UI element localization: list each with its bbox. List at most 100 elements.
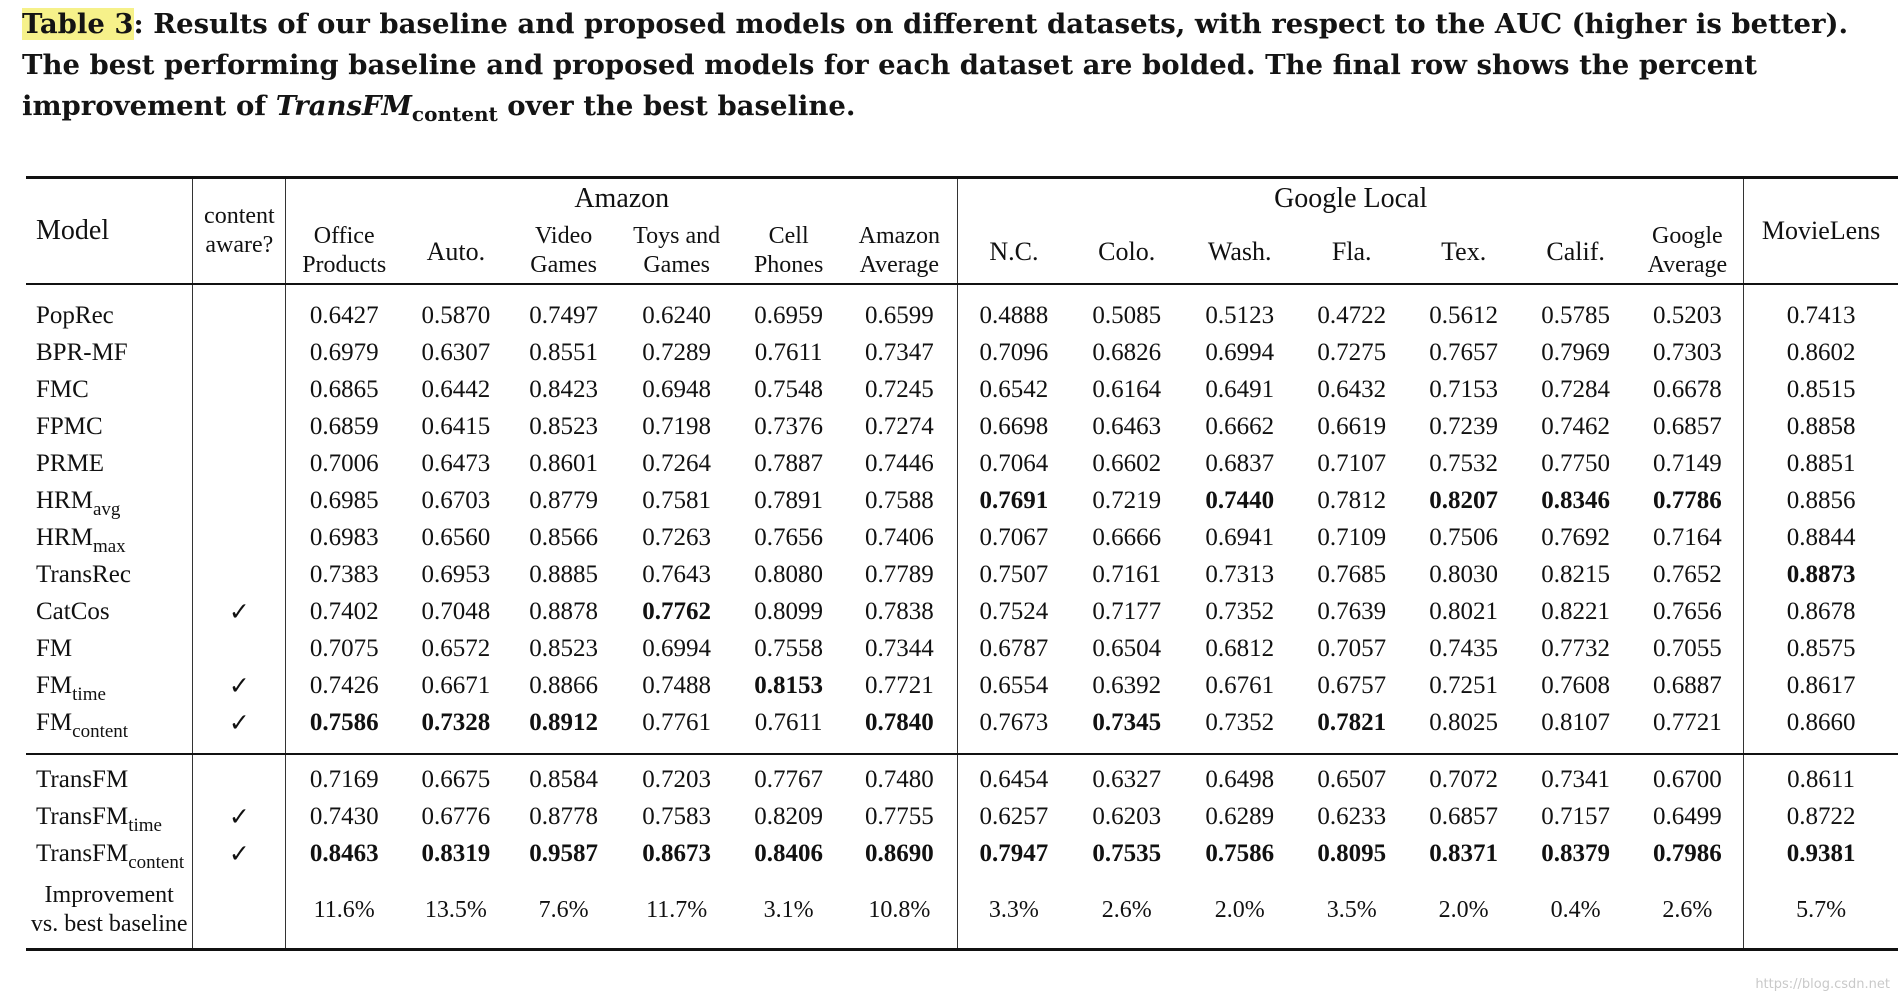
spacer-row xyxy=(26,741,1898,754)
content-aware-cell xyxy=(192,519,286,556)
auc-value: 0.6427 xyxy=(309,301,379,329)
auc-value: 0.7344 xyxy=(864,634,934,662)
improvement-value: 3.3% xyxy=(988,896,1039,923)
model-name-cell: TransFMtime xyxy=(26,798,193,836)
value-cell: 0.7406 xyxy=(841,519,957,556)
col-header-4: Cell Phones xyxy=(736,219,842,284)
value-cell: 0.8095 xyxy=(1296,835,1408,872)
value-cell: 0.7177 xyxy=(1070,593,1184,630)
model-name-sub: time xyxy=(128,814,162,836)
value-cell: 0.7643 xyxy=(618,556,736,593)
auc-value: 0.7313 xyxy=(1205,560,1275,588)
auc-value: 0.7177 xyxy=(1092,597,1162,625)
value-cell: 0.7284 xyxy=(1520,371,1632,408)
auc-value: 0.7048 xyxy=(421,597,491,625)
value-cell: 0.9587 xyxy=(510,835,618,872)
value-cell: 0.6491 xyxy=(1184,371,1296,408)
model-name-sub: content xyxy=(128,851,185,873)
value-cell: 0.7535 xyxy=(1070,835,1184,872)
auc-value: 0.7157 xyxy=(1541,802,1610,830)
auc-value: 0.6994 xyxy=(642,634,712,662)
content-aware-line2: aware? xyxy=(205,232,274,258)
value-cell: 0.8523 xyxy=(510,630,618,667)
table-row: PRME 0.7006 0.6473 0.8601 0.7264 0.7887 0.7446… xyxy=(26,445,1898,482)
value-cell: 0.8379 xyxy=(1520,835,1632,872)
model-name: FPMC xyxy=(36,412,103,440)
value-cell: 0.7732 xyxy=(1520,630,1632,667)
value-cell: 0.6504 xyxy=(1070,630,1184,667)
value-cell: 0.7947 xyxy=(957,835,1070,872)
auc-value: 0.8523 xyxy=(529,634,598,662)
value-cell: 0.8575 xyxy=(1743,630,1898,667)
value-cell: 0.6757 xyxy=(1296,667,1408,704)
value-cell: 0.8602 xyxy=(1743,334,1898,371)
group-amazon: Amazon xyxy=(285,176,958,219)
auc-value: 0.5203 xyxy=(1653,301,1722,329)
value-cell: 0.6666 xyxy=(1070,519,1184,556)
value-cell: 0.9381 xyxy=(1743,835,1898,872)
value-cell: 0.7072 xyxy=(1408,761,1520,798)
value-cell: 0.7430 xyxy=(285,798,403,835)
value-cell: 0.7239 xyxy=(1408,408,1520,445)
col-header-line: Fla. xyxy=(1331,236,1372,266)
col-header-2: Video Games xyxy=(510,219,618,284)
results-table: Model content aware? Amazon Google Local … xyxy=(26,176,1898,951)
auc-value: 0.6240 xyxy=(642,301,712,329)
auc-value: 0.7107 xyxy=(1317,449,1387,477)
value-cell: 0.7055 xyxy=(1632,630,1744,667)
auc-value: 0.7721 xyxy=(1653,708,1722,736)
value-cell: 0.6787 xyxy=(957,630,1070,667)
value-cell: 0.7274 xyxy=(841,408,957,445)
auc-value: 0.6442 xyxy=(421,375,491,403)
auc-value: 0.7480 xyxy=(864,765,934,793)
auc-value: 0.7149 xyxy=(1653,449,1722,477)
content-aware-cell xyxy=(192,556,286,593)
value-cell: 0.7691 xyxy=(957,482,1070,519)
value-cell: 0.7657 xyxy=(1408,334,1520,371)
table-row: CatCos ✓ 0.7402 0.7048 0.8878 0.7762 0.8099 0.7… xyxy=(26,593,1898,630)
auc-value: 0.7812 xyxy=(1317,486,1387,514)
improvement-cell: 10.8% xyxy=(841,872,958,951)
watermark: https://blog.csdn.net xyxy=(1755,977,1890,992)
value-cell: 0.8601 xyxy=(510,445,618,482)
auc-value: 0.6979 xyxy=(309,338,379,366)
value-cell: 0.6887 xyxy=(1632,667,1744,704)
auc-value: 0.7652 xyxy=(1653,560,1722,588)
value-cell: 0.8584 xyxy=(510,761,618,798)
auc-value: 0.6203 xyxy=(1092,802,1162,830)
value-cell: 0.5870 xyxy=(402,297,510,334)
value-cell: 0.7203 xyxy=(618,761,736,798)
auc-value: 0.7762 xyxy=(642,597,712,625)
auc-value: 0.9587 xyxy=(529,839,598,867)
value-cell: 0.7275 xyxy=(1296,334,1408,371)
auc-value: 0.8858 xyxy=(1786,412,1856,440)
model-name: FM xyxy=(36,634,73,662)
results-body: PopRec 0.6427 0.5870 0.7497 0.6240 0.6959 0.65… xyxy=(26,283,1898,951)
col-header-line: Average xyxy=(1647,252,1728,278)
col-header-7: Colo. xyxy=(1070,219,1184,284)
model-name: HRM xyxy=(36,523,93,551)
auc-value: 0.7506 xyxy=(1429,523,1499,551)
model-name: TransRec xyxy=(36,560,131,588)
auc-value: 0.7656 xyxy=(1653,597,1722,625)
auc-value: 0.8566 xyxy=(529,523,598,551)
auc-value: 0.7402 xyxy=(309,597,379,625)
value-cell: 0.7048 xyxy=(402,593,510,630)
auc-value: 0.6671 xyxy=(421,671,491,699)
model-name-sub: avg xyxy=(92,498,121,520)
model-name-cell: BPR-MF xyxy=(26,334,193,371)
auc-value: 0.7786 xyxy=(1653,486,1722,514)
value-cell: 0.7891 xyxy=(736,482,842,519)
auc-value: 0.8346 xyxy=(1541,486,1610,514)
value-cell: 0.6554 xyxy=(957,667,1070,704)
value-cell: 0.8021 xyxy=(1408,593,1520,630)
auc-value: 0.7096 xyxy=(979,338,1049,366)
col-header-line: Average xyxy=(859,252,940,278)
value-cell: 0.7583 xyxy=(618,798,736,835)
auc-value: 0.6392 xyxy=(1092,671,1162,699)
value-cell: 0.6499 xyxy=(1632,798,1744,835)
value-cell: 0.6432 xyxy=(1296,371,1408,408)
value-cell: 0.6948 xyxy=(618,371,736,408)
auc-value: 0.7721 xyxy=(864,671,934,699)
auc-value: 0.8153 xyxy=(754,671,823,699)
